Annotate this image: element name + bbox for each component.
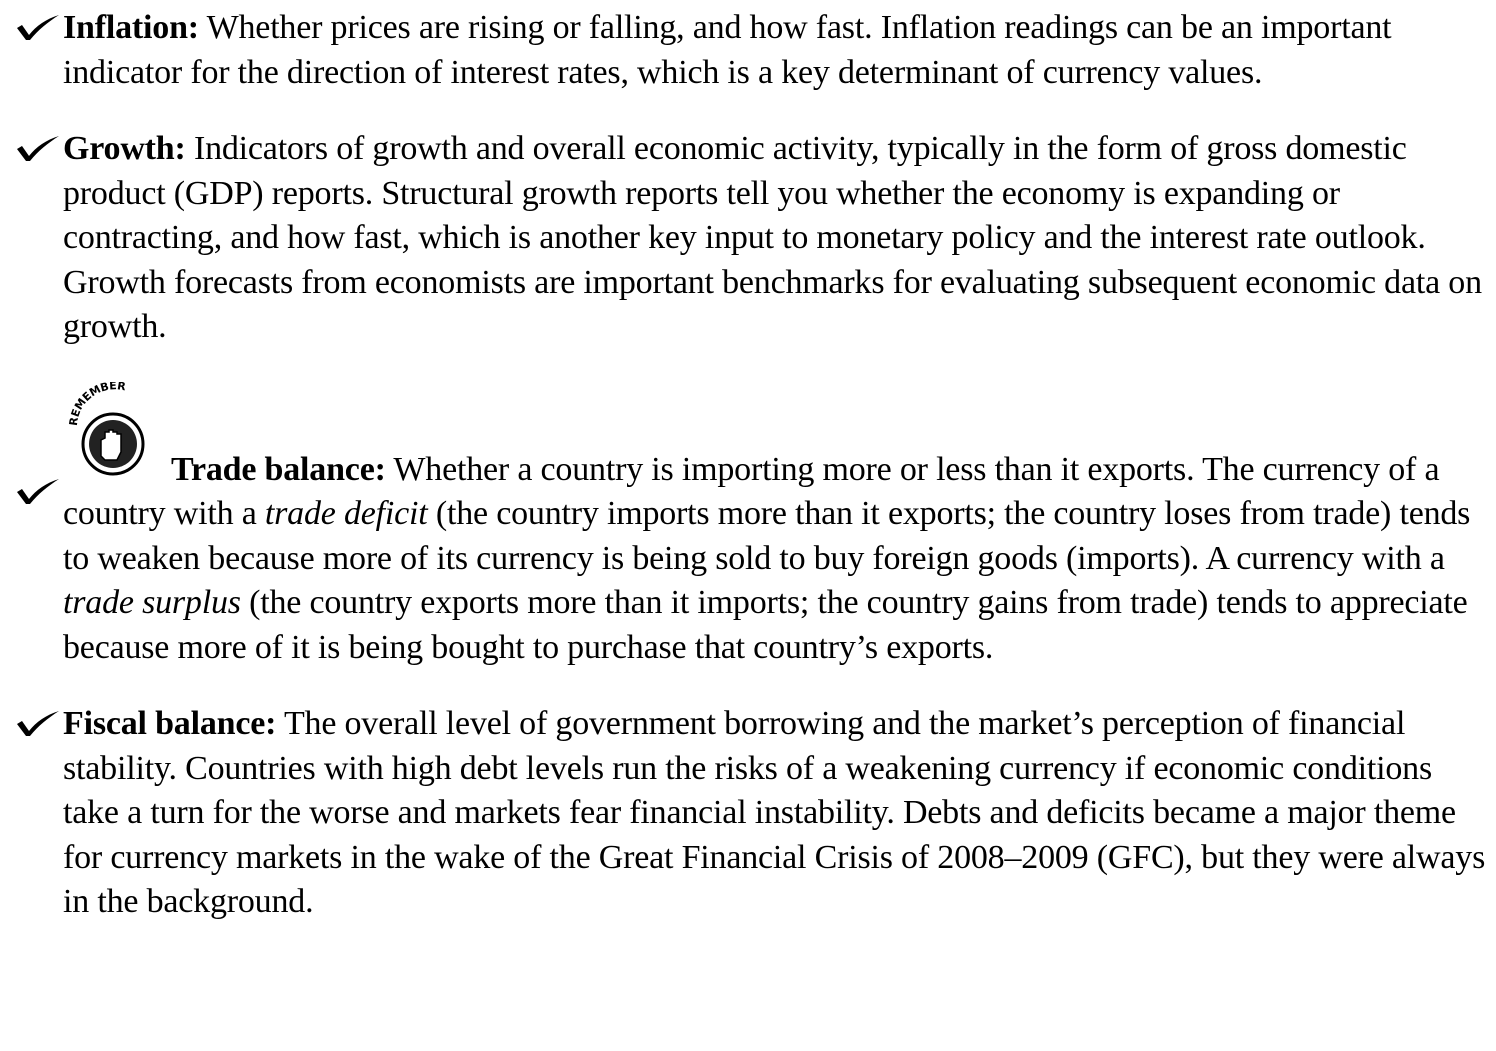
item-text: Whether a country is importing more or l… bbox=[63, 450, 1440, 533]
bullet-item: Inflation: Whether prices are rising or … bbox=[0, 6, 1491, 95]
item-term: Fiscal balance: bbox=[63, 705, 277, 742]
bullet-list: Inflation: Whether prices are rising or … bbox=[0, 6, 1496, 957]
item-term: Trade balance: bbox=[171, 450, 386, 488]
remember-icon: REMEMBER bbox=[67, 382, 145, 475]
check-shape bbox=[17, 711, 59, 736]
bullet-item: Growth: Indicators of growth and overall… bbox=[0, 127, 1491, 350]
check-mark bbox=[17, 711, 59, 736]
icon-hand bbox=[100, 428, 122, 461]
item-text: trade surplus bbox=[63, 584, 241, 621]
item-text: The overall level of government borrowin… bbox=[63, 705, 1486, 920]
check-shape bbox=[17, 15, 59, 40]
bullet-item: REMEMBER Trade balance: Whether a country… bbox=[0, 382, 1491, 671]
check-mark bbox=[17, 15, 59, 40]
item-text: trade deficit bbox=[264, 495, 428, 532]
check-shape bbox=[17, 478, 59, 504]
check-shape bbox=[17, 136, 59, 161]
check-mark bbox=[17, 478, 59, 504]
item-term: Inflation: bbox=[63, 9, 199, 46]
item-text: Indicators of growth and overall economi… bbox=[63, 130, 1482, 345]
item-text: (the country imports more than it export… bbox=[63, 495, 1471, 577]
item-text: Whether prices are rising or falling, an… bbox=[63, 9, 1392, 91]
item-text: (the country exports more than it import… bbox=[63, 584, 1468, 666]
check-mark bbox=[17, 136, 59, 161]
bullet-item: Fiscal balance: The overall level of gov… bbox=[0, 702, 1491, 925]
item-term: Growth: bbox=[63, 130, 186, 167]
